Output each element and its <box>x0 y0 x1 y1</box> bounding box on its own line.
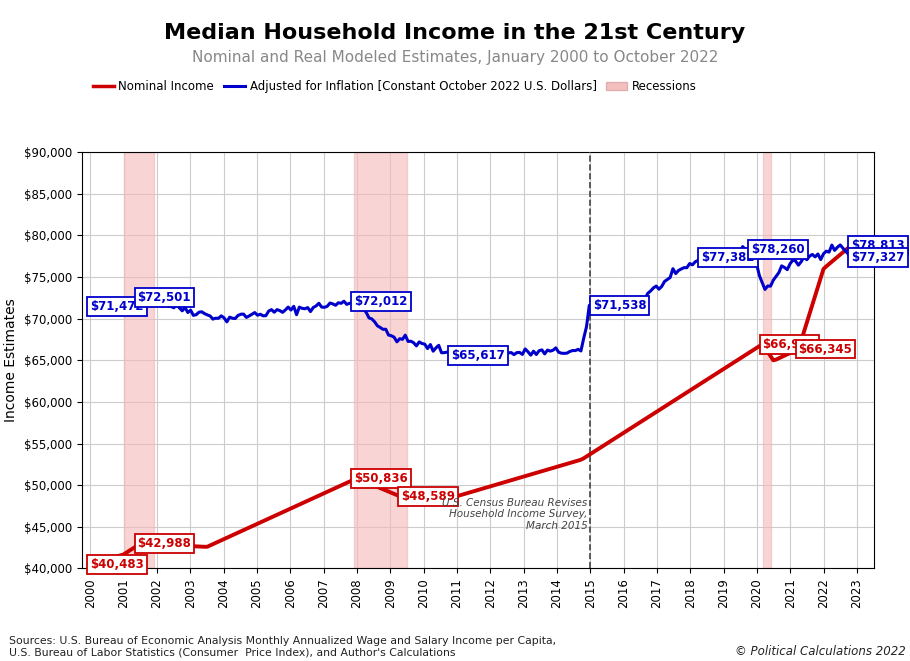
Y-axis label: Income Estimates: Income Estimates <box>5 298 18 422</box>
Bar <box>124 152 154 568</box>
Text: $72,501: $72,501 <box>137 292 191 304</box>
Text: $65,617: $65,617 <box>451 348 505 362</box>
Text: $42,988: $42,988 <box>137 537 191 550</box>
Text: $71,472: $71,472 <box>90 300 144 313</box>
Text: $50,836: $50,836 <box>354 472 408 485</box>
Text: Nominal and Real Modeled Estimates, January 2000 to October 2022: Nominal and Real Modeled Estimates, Janu… <box>192 50 718 65</box>
Text: $66,345: $66,345 <box>799 342 853 356</box>
Text: $66,941: $66,941 <box>763 338 816 350</box>
Text: U.S. Census Bureau Revises
Household Income Survey,
March 2015: U.S. Census Bureau Revises Household Inc… <box>442 498 588 531</box>
Text: © Political Calculations 2022: © Political Calculations 2022 <box>734 644 905 658</box>
Text: Median Household Income in the 21st Century: Median Household Income in the 21st Cent… <box>165 23 745 43</box>
Text: $40,483: $40,483 <box>90 558 144 571</box>
Text: $77,327: $77,327 <box>851 251 905 264</box>
Text: $72,012: $72,012 <box>354 295 408 308</box>
Bar <box>763 152 771 568</box>
Text: $78,813: $78,813 <box>851 239 905 252</box>
Text: $78,260: $78,260 <box>752 243 804 256</box>
Text: $71,538: $71,538 <box>593 299 646 312</box>
Text: Sources: U.S. Bureau of Economic Analysis Monthly Annualized Wage and Salary Inc: Sources: U.S. Bureau of Economic Analysi… <box>9 636 556 658</box>
Bar <box>354 152 407 568</box>
Text: $48,589: $48,589 <box>401 490 455 504</box>
Text: $77,382: $77,382 <box>702 251 754 264</box>
Legend: Nominal Income, Adjusted for Inflation [Constant October 2022 U.S. Dollars], Rec: Nominal Income, Adjusted for Inflation [… <box>87 75 702 98</box>
